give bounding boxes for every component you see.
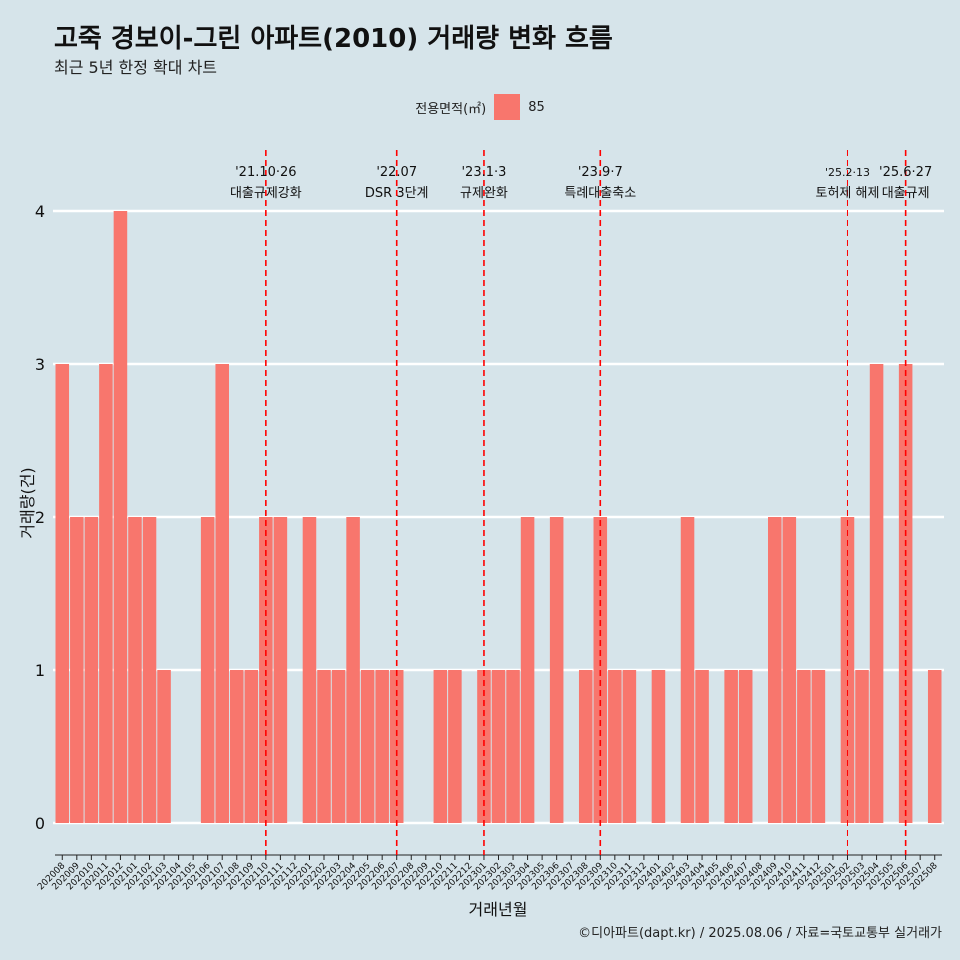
bar [273,517,288,823]
y-tick-label: 2 [35,508,45,527]
bar [797,670,811,823]
y-tick-label: 1 [35,661,45,680]
bar [389,670,404,823]
y-axis-title: 거래량(건) [18,467,37,538]
event-name-label: 특례대출축소 [564,186,636,201]
bar [157,670,171,823]
bar [84,517,99,823]
bar [869,364,884,823]
bar [70,517,84,823]
bar [549,517,564,823]
legend-title: 전용면적(㎡) [415,101,487,117]
bar [128,517,142,823]
event-name-label: 토허제 해제 [816,186,880,201]
bar [578,670,593,823]
chart-title: 고죽 경보이-그린 아파트(2010) 거래량 변화 흐름 [54,24,613,54]
legend: 전용면적(㎡) 85 [0,94,960,120]
bar [375,670,389,823]
y-tick-label: 3 [35,355,45,374]
event-date-label: '21.10·26 [235,165,296,180]
source-caption: ©디아파트(dapt.kr) / 2025.08.06 / 자료=국토교통부 실… [578,926,942,941]
bar [55,364,70,823]
bar [768,517,782,823]
bar [99,364,113,823]
chart-subtitle: 최근 5년 한정 확대 차트 [54,58,218,77]
bar [811,670,826,823]
bar [855,670,869,823]
event-date-label: '25.6·27 [879,165,932,180]
bar [200,517,215,823]
bar [244,670,259,823]
x-axis-title: 거래년월 [469,900,528,919]
bar [360,670,375,823]
bar [477,670,491,823]
bar [622,670,637,823]
event-name-label: 규제완화 [460,186,508,201]
legend-entry-label: 85 [528,99,545,115]
event-name-label: DSR 3단계 [365,186,429,201]
event-name-label: 대출규제 [882,186,930,201]
bar [433,670,448,823]
bar [782,517,797,823]
bar [608,670,622,823]
event-date-label: '23.1·3 [461,165,506,180]
event-date-label: '23.9·7 [578,165,623,180]
bar [229,670,244,823]
bar [346,517,360,823]
bar [215,364,229,823]
bar [491,670,506,823]
bar [651,670,666,823]
event-date-label: '25.2·13 [825,166,870,179]
y-tick-label: 4 [35,202,45,221]
y-tick-label: 0 [35,814,45,833]
event-name-label: 대출규제강화 [230,186,302,201]
bar [680,517,695,823]
legend-swatch [494,94,521,120]
event-date-label: '22.07 [376,165,417,180]
bar [695,670,709,823]
bar [142,517,157,823]
bar [331,670,346,823]
bar [927,670,942,823]
bar [113,211,128,823]
bar [738,670,753,823]
bar [317,670,331,823]
bar [520,517,535,823]
bar [724,670,738,823]
bar [506,670,520,823]
bar [302,517,317,823]
bar [448,670,462,823]
